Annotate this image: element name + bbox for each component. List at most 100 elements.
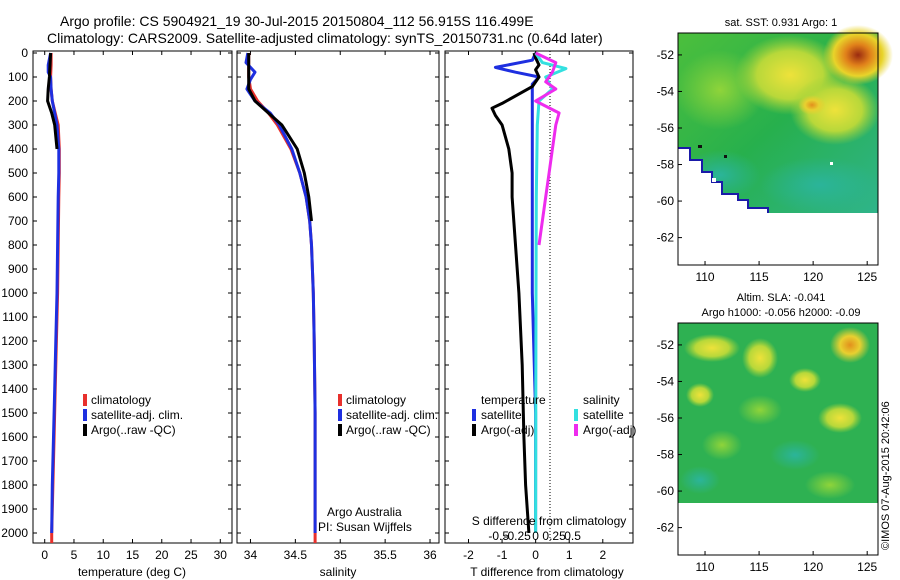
temperature-xlabel: temperature (deg C) (78, 565, 186, 579)
legend-label: satellite-adj. clim. (91, 408, 183, 422)
difference-y-ticks (445, 52, 633, 534)
series-line-argo-raw-qc- (247, 53, 313, 222)
legend-swatch (472, 424, 476, 436)
sla-blob-9 (770, 440, 820, 470)
map-x-tick-label: 125 (857, 270, 877, 284)
depth-tick-label: 800 (8, 238, 28, 252)
header-line1: Argo profile: CS 5904921_19 30-Jul-2015 … (60, 13, 534, 29)
map-y-tick-label: -62 (657, 231, 675, 245)
legend-swatch (83, 409, 87, 421)
temperature-lines (46, 52, 61, 543)
depth-tick-label: 1900 (1, 502, 28, 516)
legend-swatch (574, 409, 578, 421)
imos-watermark: ©IMOS 07-Aug-2015 20:42:06 (880, 401, 892, 550)
series-line-salinity-satellite (534, 52, 568, 534)
legend-title-salinity: salinity (583, 393, 620, 407)
x-tick-label: 0 (41, 548, 48, 562)
sla-map-axes: 110 115 120 125 -52 -54 -56 -58 -60 -62 (657, 338, 878, 574)
legend-swatch (83, 424, 87, 436)
map-x-tick-label: 110 (695, 560, 714, 574)
difference-xlabel: T difference from climatology (470, 565, 624, 579)
sst-missing-notch-edge (678, 147, 769, 213)
s-difference-label: S difference from climatology (472, 514, 627, 528)
x-tick-label: -2 (463, 548, 474, 562)
x-tick-label: 34 (244, 548, 258, 562)
map-x-tick-label: 125 (857, 560, 877, 574)
difference-x-axis: -2 -1 0 1 2 (463, 51, 606, 562)
depth-tick-label: 1000 (1, 286, 28, 300)
difference-panel: -2 -1 0 1 2 T difference from climatology S … (444, 50, 636, 579)
depth-tick-label: 1100 (2, 310, 28, 324)
map-x-tick-label: 115 (750, 560, 769, 574)
series-line-satellite-adj-clim- (244, 52, 317, 533)
map-y-tick-label: -54 (657, 84, 675, 98)
depth-tick-label: 200 (8, 94, 28, 108)
depth-tick-label: 500 (8, 166, 28, 180)
legend-swatch (83, 394, 87, 406)
x-tick-label: 10 (97, 548, 111, 562)
legend-label: satellite (481, 408, 522, 422)
sla-blob-8 (702, 430, 742, 460)
depth-tick-label: 1400 (1, 382, 28, 396)
difference-lines (490, 51, 568, 534)
depth-tick-label: 300 (8, 118, 28, 132)
legend-swatch (472, 409, 476, 421)
sst-map-axes: 110 115 120 125 -52 -54 -56 -58 -60 -62 (657, 48, 878, 284)
sst-map-field (675, 25, 893, 213)
map-y-tick-label: -58 (657, 158, 675, 172)
sst-map-panel: sat. SST: 0.931 Argo: 1 110 115 120 125 -52 -… (657, 17, 893, 284)
x-tick-label: 35 (334, 548, 348, 562)
depth-tick-label: 400 (8, 142, 28, 156)
depth-tick-label: 900 (8, 262, 28, 276)
sla-map-box (677, 322, 879, 556)
temperature-axes-box (32, 50, 233, 544)
sla-map-field (678, 323, 878, 503)
x-tick-label: -1 (497, 548, 508, 562)
sla-blob-1 (684, 334, 740, 362)
legend-label: Argo(-adj) (481, 423, 534, 437)
sst-orange-patch (798, 95, 826, 115)
sst-missing-notch (678, 148, 768, 213)
difference-axes-box (444, 50, 634, 544)
sst-speck-3 (830, 162, 833, 165)
difference-legend: temperature salinitysatelliteArgo(-adj)sa… (472, 393, 636, 437)
x-tick-label: 34.5 (284, 548, 308, 562)
sst-map-box (677, 32, 879, 266)
depth-tick-label: 1200 (1, 334, 28, 348)
x-tick-label: 35.5 (373, 548, 397, 562)
legend-label: satellite-adj. clim. (346, 408, 438, 422)
legend-swatch (338, 424, 342, 436)
map-y-tick-label: -52 (657, 48, 675, 62)
series-line-temperature-satellite (493, 52, 541, 533)
sla-map-title-1: Altim. SLA: -0.041 (737, 292, 826, 304)
x-tick-label: 2 (599, 548, 606, 562)
map-y-tick-label: -56 (657, 411, 675, 425)
depth-axis: 0 100 200 300 400 500 600 700 800 900 1000 1100 1200… (1, 46, 232, 540)
sst-speck-2 (724, 155, 727, 158)
salinity-y-ticks (237, 52, 439, 534)
depth-tick-label: 1700 (1, 454, 28, 468)
salinity-lines (244, 52, 317, 543)
legend-label: satellite (583, 408, 624, 422)
sla-blob-11 (680, 466, 720, 494)
sst-speck-4 (712, 178, 716, 182)
s-difference-ticks: -0.5-0.25 0 0.250.5 (488, 529, 581, 543)
legend-swatch (574, 424, 578, 436)
map-y-tick-label: -58 (657, 448, 675, 462)
legend-label: Argo(..raw -QC) (91, 423, 176, 437)
s-tick-label: -0.5 (488, 529, 509, 543)
sla-blob-6 (738, 395, 782, 425)
depth-tick-label: 2000 (1, 526, 28, 540)
depth-tick-label: 1600 (1, 430, 28, 444)
temperature-panel: 0100200300400500600700800900100011001200… (1, 46, 233, 579)
sla-blob-10 (805, 471, 855, 499)
map-x-tick-label: 120 (803, 270, 823, 284)
salinity-xlabel: salinity (320, 565, 357, 579)
legend-label: Argo(..raw -QC) (346, 423, 431, 437)
x-tick-label: 5 (71, 548, 78, 562)
sla-blob-7 (818, 403, 862, 433)
depth-tick-label: 1500 (1, 406, 28, 420)
depth-tick-label: 1300 (1, 358, 28, 372)
